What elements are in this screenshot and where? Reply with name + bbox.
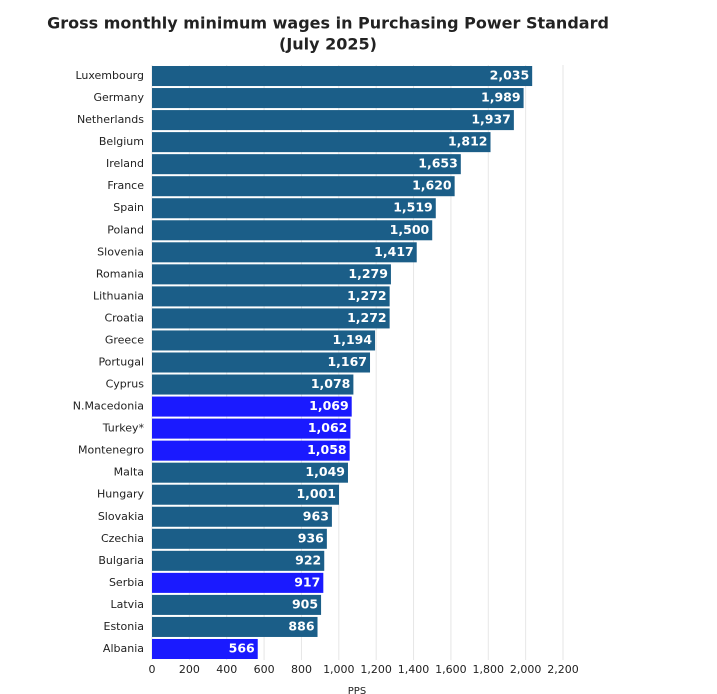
chart-title: Gross monthly minimum wages in Purchasin… bbox=[47, 14, 609, 33]
value-label: 917 bbox=[294, 574, 320, 589]
x-tick-label: 200 bbox=[179, 663, 200, 676]
y-tick-label: N.Macedonia bbox=[73, 400, 144, 413]
value-label: 1,279 bbox=[348, 266, 388, 281]
value-label: 566 bbox=[229, 640, 255, 655]
value-label: 1,194 bbox=[333, 332, 373, 347]
y-tick-label: Hungary bbox=[97, 488, 144, 501]
bar bbox=[152, 154, 461, 175]
x-tick-label: 1,400 bbox=[398, 663, 430, 676]
x-tick-label: 2,000 bbox=[510, 663, 542, 676]
y-tick-label: Montenegro bbox=[78, 444, 144, 457]
x-tick-label: 2,200 bbox=[547, 663, 579, 676]
bar bbox=[152, 132, 491, 153]
bar bbox=[152, 550, 325, 571]
bar bbox=[152, 572, 324, 593]
bar bbox=[152, 242, 417, 263]
y-tick-label: France bbox=[107, 179, 144, 192]
bar bbox=[152, 484, 340, 505]
y-tick-label: Malta bbox=[114, 466, 144, 479]
bar bbox=[152, 374, 354, 395]
value-label: 1,167 bbox=[327, 354, 367, 369]
value-label: 922 bbox=[295, 552, 321, 567]
bar bbox=[152, 88, 524, 109]
y-tick-label: Spain bbox=[113, 201, 144, 214]
bar bbox=[152, 440, 350, 461]
y-tick-label: Cyprus bbox=[106, 378, 145, 391]
value-label: 1,417 bbox=[374, 244, 414, 259]
bar bbox=[152, 352, 371, 373]
y-tick-label: Slovakia bbox=[98, 510, 144, 523]
y-tick-label: Portugal bbox=[98, 356, 144, 369]
x-tick-label: 800 bbox=[291, 663, 312, 676]
bar bbox=[152, 330, 376, 351]
value-label: 1,001 bbox=[296, 486, 336, 501]
value-label: 886 bbox=[288, 618, 314, 633]
x-tick-label: 400 bbox=[216, 663, 237, 676]
bar bbox=[152, 594, 322, 615]
value-label: 963 bbox=[303, 508, 329, 523]
bar bbox=[152, 396, 352, 417]
value-label: 1,078 bbox=[311, 376, 351, 391]
x-tick-label: 1,200 bbox=[360, 663, 392, 676]
y-tick-label: Belgium bbox=[99, 135, 144, 148]
bar bbox=[152, 308, 390, 329]
x-tick-label: 1,600 bbox=[435, 663, 467, 676]
x-tick-label: 600 bbox=[254, 663, 275, 676]
bar bbox=[152, 176, 455, 197]
y-tick-label: Latvia bbox=[111, 598, 145, 611]
value-label: 1,500 bbox=[390, 222, 430, 237]
y-tick-label: Romania bbox=[96, 267, 144, 280]
chart-title: (July 2025) bbox=[279, 35, 377, 54]
bar bbox=[152, 198, 436, 219]
y-tick-label: Poland bbox=[107, 223, 144, 236]
value-label: 1,812 bbox=[448, 134, 488, 149]
y-tick-label: Luxembourg bbox=[75, 69, 144, 82]
y-tick-label: Bulgaria bbox=[98, 554, 144, 567]
value-label: 1,989 bbox=[481, 90, 521, 105]
y-tick-label: Lithuania bbox=[93, 289, 144, 302]
y-tick-label: Estonia bbox=[104, 620, 145, 633]
bar bbox=[152, 110, 514, 131]
y-tick-label: Greece bbox=[105, 333, 144, 346]
value-label: 1,049 bbox=[305, 464, 345, 479]
x-tick-label: 1,800 bbox=[473, 663, 505, 676]
value-label: 1,058 bbox=[307, 442, 347, 457]
bar bbox=[152, 286, 390, 307]
value-label: 2,035 bbox=[490, 68, 530, 83]
y-tick-label: Turkey* bbox=[102, 422, 145, 435]
x-tick-label: 0 bbox=[149, 663, 156, 676]
value-label: 1,937 bbox=[471, 112, 511, 127]
value-label: 936 bbox=[298, 530, 324, 545]
bar bbox=[152, 418, 351, 439]
y-tick-label: Germany bbox=[93, 91, 144, 104]
bar bbox=[152, 616, 318, 637]
y-tick-label: Serbia bbox=[109, 576, 144, 589]
bar bbox=[152, 528, 327, 549]
y-tick-label: Slovenia bbox=[97, 245, 144, 258]
bar bbox=[152, 638, 258, 659]
y-tick-label: Netherlands bbox=[77, 113, 144, 126]
bar bbox=[152, 462, 348, 483]
bar bbox=[152, 506, 332, 527]
value-label: 1,062 bbox=[308, 420, 348, 435]
value-label: 1,519 bbox=[393, 200, 433, 215]
bar bbox=[152, 264, 391, 285]
value-label: 1,069 bbox=[309, 398, 349, 413]
y-tick-label: Croatia bbox=[104, 311, 144, 324]
value-label: 1,653 bbox=[418, 156, 458, 171]
value-label: 905 bbox=[292, 596, 318, 611]
x-axis-label: PPS bbox=[348, 686, 366, 694]
bar bbox=[152, 66, 533, 87]
y-tick-label: Czechia bbox=[101, 532, 144, 545]
value-label: 1,620 bbox=[412, 178, 452, 193]
y-tick-label: Ireland bbox=[106, 157, 144, 170]
bar bbox=[152, 220, 433, 241]
value-label: 1,272 bbox=[347, 288, 387, 303]
y-tick-label: Albania bbox=[103, 642, 144, 655]
value-label: 1,272 bbox=[347, 310, 387, 325]
x-tick-label: 1,000 bbox=[323, 663, 355, 676]
